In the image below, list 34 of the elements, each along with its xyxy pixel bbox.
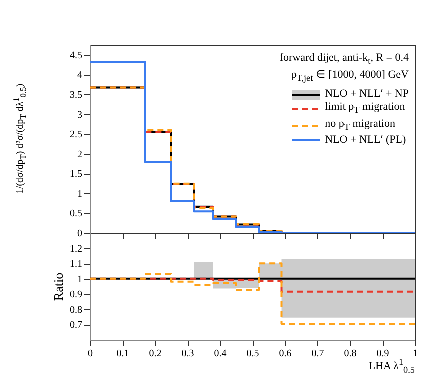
y-axis-title: Ratio: [51, 272, 66, 302]
x-tick-label: 0.3: [182, 348, 194, 360]
y-tick-label: 1.1: [70, 259, 82, 270]
x-tick-label: 0.7: [312, 348, 324, 360]
y-tick-label: 2: [78, 149, 82, 160]
x-tick-label: 0: [88, 348, 93, 360]
annotation: forward dijet, anti-k$_{t}$, R = 0.4: [278, 51, 409, 68]
x-tick-label: 1: [413, 348, 418, 360]
y-tick-label: 0.8: [70, 304, 82, 316]
x-tick-label: 0.1: [116, 348, 130, 360]
y-tick-label: 3.5: [70, 90, 82, 101]
y-tick-label: 0: [78, 228, 82, 240]
y-tick-label: 0.9: [70, 290, 82, 301]
legend-label: NLO + NLL′ (PL): [325, 134, 406, 147]
y-tick-label: 0.5: [70, 208, 82, 220]
x-tick-label: 0.8: [344, 348, 357, 360]
x-tick-label: 0.9: [376, 348, 390, 360]
legend-label: no p$_{T}$ migration: [325, 118, 396, 134]
y-tick-label: 0.7: [70, 320, 82, 332]
annotation: p$_{T,jet}$ ∈ [1000, 4000] GeV: [290, 68, 409, 86]
legend-label: NLO + NLL′ + NP: [325, 88, 409, 102]
y-tick-label: 1.5: [70, 169, 82, 180]
y-tick-label: 4: [78, 70, 82, 82]
x-tick-label: 0.4: [214, 348, 227, 360]
y-tick-label: 1.2: [70, 244, 82, 255]
x-tick-label: 0.2: [149, 348, 162, 360]
y-tick-label: 1: [78, 274, 82, 286]
legend-label: limit p$_{T}$ migration: [325, 101, 406, 118]
y-tick-label: 1: [78, 188, 82, 200]
x-tick-label: 0.5: [246, 348, 260, 360]
y-tick-label: 4.5: [70, 50, 82, 62]
y-tick-label: 2.5: [70, 130, 82, 141]
x-tick-label: 0.6: [279, 348, 292, 360]
y-tick-label: 3: [78, 110, 82, 121]
